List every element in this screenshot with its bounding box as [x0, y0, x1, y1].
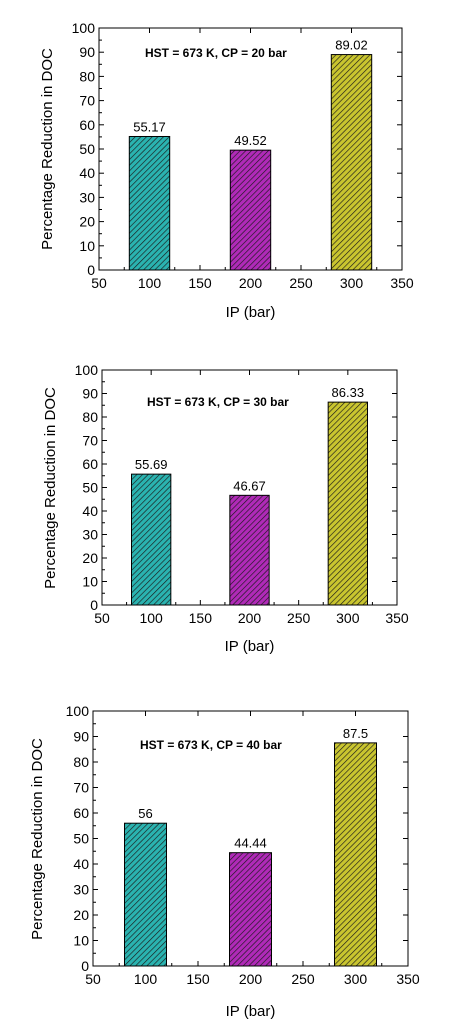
y-tick-label: 70 — [82, 433, 98, 449]
y-tick-label: 60 — [73, 805, 89, 821]
x-tick-label: 200 — [239, 275, 263, 291]
bar-value-label: 87.5 — [343, 726, 368, 741]
y-tick-label: 30 — [82, 527, 98, 543]
y-axis-title: Percentage Reduction in DOC — [29, 738, 46, 940]
bar-value-label: 46.67 — [233, 478, 266, 493]
x-tick-label: 250 — [289, 275, 313, 291]
bar-value-label: 86.33 — [332, 385, 365, 400]
chart-cp-30: 0 10 20 30 40 50 60 70 80 90 100 50 100 150 200 250 300 3… — [0, 345, 458, 680]
bar-value-label: 49.52 — [234, 133, 267, 148]
x-tick-label: 150 — [188, 275, 212, 291]
y-tick-label: 0 — [87, 262, 95, 278]
y-tick-label: 30 — [79, 189, 95, 205]
x-tick-label: 300 — [344, 971, 368, 987]
y-axis-title: Percentage Reduction in DOC — [42, 387, 59, 589]
x-tick-label: 150 — [186, 971, 210, 987]
x-tick-label: 350 — [385, 610, 409, 626]
chart-svg: 0 10 20 30 40 50 60 70 80 90 100 50 100 150 200 250 300 3… — [42, 362, 409, 655]
y-tick-label: 50 — [73, 831, 89, 847]
bar-value-label: 56 — [138, 806, 152, 821]
y-tick-label: 70 — [73, 780, 89, 796]
x-tick-label: 50 — [91, 275, 107, 291]
y-tick-label: 90 — [73, 729, 89, 745]
x-tick-label: 50 — [94, 610, 110, 626]
x-tick-label: 100 — [138, 275, 162, 291]
y-tick-label: 40 — [82, 503, 98, 519]
y-tick-label: 20 — [82, 550, 98, 566]
y-tick-label: 70 — [79, 93, 95, 109]
y-tick-label: 30 — [73, 882, 89, 898]
chart-cp-20: 0 10 20 30 40 50 60 70 80 90 100 50 100 150 200 250 300 3… — [0, 0, 458, 335]
bar-ip-200 — [229, 852, 272, 967]
x-axis-title: IP (bar) — [226, 304, 276, 321]
chart-annotation: HST = 673 K, CP = 40 bar — [140, 738, 282, 752]
x-tick-label: 100 — [134, 971, 158, 987]
y-tick-label: 0 — [81, 958, 89, 974]
y-tick-label: 10 — [82, 574, 98, 590]
y-tick-label: 10 — [73, 933, 89, 949]
x-tick-label: 100 — [139, 610, 163, 626]
y-tick-label: 40 — [79, 165, 95, 181]
y-axis-title: Percentage Reduction in DOC — [39, 48, 56, 250]
bar-ip-200 — [229, 494, 270, 606]
chart-svg: 0 10 20 30 40 50 60 70 80 90 100 50 100 150 200 250 300 3… — [29, 703, 420, 1020]
x-tick-label: 200 — [238, 610, 262, 626]
x-tick-label: 350 — [396, 971, 420, 987]
x-tick-label: 350 — [390, 275, 414, 291]
bar-value-label: 89.02 — [335, 38, 368, 53]
x-tick-label: 50 — [85, 971, 101, 987]
y-tick-label: 40 — [73, 856, 89, 872]
bar-ip-300 — [330, 54, 373, 271]
y-tick-label: 100 — [72, 20, 96, 36]
x-tick-label: 150 — [189, 610, 213, 626]
x-tick-label: 300 — [336, 610, 360, 626]
y-tick-label: 60 — [82, 456, 98, 472]
y-tick-label: 10 — [79, 238, 95, 254]
y-tick-label: 60 — [79, 117, 95, 133]
chart-annotation: HST = 673 K, CP = 20 bar — [145, 46, 287, 60]
y-tick-label: 50 — [79, 141, 95, 157]
bar-ip-300 — [334, 742, 377, 967]
bar-ip-300 — [327, 401, 368, 606]
bar-ip-100 — [124, 822, 167, 967]
x-tick-label: 200 — [239, 971, 263, 987]
y-tick-label: 0 — [90, 597, 98, 613]
x-tick-label: 300 — [340, 275, 364, 291]
y-tick-label: 50 — [82, 480, 98, 496]
chart-cp-40: 0 10 20 30 40 50 60 70 80 90 100 50 100 150 200 250 300 3… — [0, 688, 458, 1029]
chart-annotation: HST = 673 K, CP = 30 bar — [147, 395, 289, 409]
x-tick-label: 250 — [287, 610, 311, 626]
y-tick-label: 100 — [75, 362, 99, 378]
x-axis-title: IP (bar) — [225, 638, 275, 655]
y-tick-label: 80 — [79, 68, 95, 84]
y-tick-label: 80 — [73, 754, 89, 770]
bar-ip-100 — [128, 135, 171, 271]
bar-value-label: 44.44 — [234, 836, 267, 851]
bar-ip-200 — [229, 149, 272, 271]
bar-value-label: 55.17 — [133, 119, 166, 134]
bar-ip-100 — [131, 473, 172, 606]
y-tick-label: 90 — [79, 44, 95, 60]
bar-value-label: 55.69 — [135, 457, 168, 472]
x-tick-label: 250 — [291, 971, 315, 987]
y-tick-label: 90 — [82, 386, 98, 402]
y-tick-label: 80 — [82, 409, 98, 425]
x-axis-title: IP (bar) — [226, 1003, 276, 1020]
chart-svg: 0 10 20 30 40 50 60 70 80 90 100 50 100 150 200 250 300 3… — [39, 20, 414, 321]
y-tick-label: 20 — [73, 907, 89, 923]
y-tick-label: 20 — [79, 214, 95, 230]
y-tick-label: 100 — [66, 703, 90, 719]
